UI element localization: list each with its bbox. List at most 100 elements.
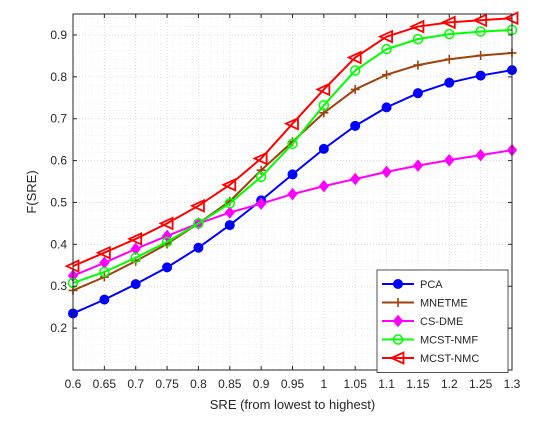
data-point: [412, 33, 424, 45]
data-point: [381, 43, 392, 55]
data-point: [392, 334, 404, 345]
data-point: [389, 351, 405, 365]
data-point: [444, 28, 455, 40]
data-point: [224, 206, 235, 219]
data-point: [412, 159, 424, 172]
data-point: [475, 26, 486, 37]
data-point: [130, 279, 141, 290]
legend-entry: MNETME: [382, 298, 468, 310]
data-point: [377, 29, 393, 44]
y-axis-title: F(SRE): [24, 170, 39, 213]
x-tick-label: 0.9: [253, 377, 270, 391]
legend: PCA MNETME CS-DME MCST-NMF MCST-NMC: [376, 269, 509, 373]
data-point: [99, 294, 110, 305]
data-point: [318, 143, 329, 154]
legend-label: MNETME: [420, 298, 468, 310]
y-tick-label: 0.5: [50, 195, 67, 209]
legend-entry: MCST-NMC: [382, 351, 479, 365]
legend-label: PCA: [420, 279, 443, 291]
data-point: [130, 242, 141, 256]
data-point: [158, 216, 174, 231]
series-line: [72, 28, 513, 284]
data-point: [393, 279, 403, 289]
data-point: [412, 88, 423, 99]
data-point: [252, 151, 268, 166]
x-tick-label: 0.95: [281, 377, 305, 391]
legend-entry: CS-DME: [382, 314, 463, 328]
x-axis-title: SRE (from lowest to highest): [210, 397, 375, 412]
data-point: [162, 262, 173, 273]
legend-label: CS-DME: [420, 316, 463, 328]
ticks-layer: 0.6 0.65 0.7 0.75 0.8 0.85 0.9 0.95 1 1.05 1.1 1.15…: [50, 14, 521, 391]
data-point: [392, 314, 404, 328]
data-point: [287, 138, 298, 150]
data-point: [444, 77, 455, 88]
data-point: [99, 256, 110, 270]
data-point: [476, 50, 486, 60]
data-point: [318, 179, 330, 193]
data-point: [409, 19, 425, 34]
y-tick-label: 0.2: [50, 321, 67, 335]
data-point: [161, 236, 173, 248]
series-mcst-nmf: [67, 24, 518, 289]
data-point: [440, 15, 456, 30]
data-point: [350, 84, 360, 94]
x-tick-label: 0.8: [190, 377, 207, 391]
x-tick-label: 1.05: [344, 377, 368, 391]
data-point: [350, 120, 361, 131]
x-tick-label: 0.75: [155, 377, 179, 391]
data-point: [99, 266, 110, 278]
grid: [72, 14, 513, 371]
data-point: [413, 60, 423, 70]
x-tick-label: 1.1: [378, 377, 395, 391]
x-tick-label: 0.85: [218, 377, 242, 391]
x-tick-label: 1.15: [406, 377, 430, 391]
data-point: [127, 232, 143, 246]
x-tick-label: 1.2: [441, 377, 458, 391]
data-point: [95, 245, 111, 260]
data-point: [444, 153, 455, 167]
data-point: [444, 54, 454, 64]
data-point: [382, 70, 392, 80]
x-tick-label: 0.6: [65, 377, 82, 391]
data-point: [287, 169, 298, 180]
data-point: [224, 198, 236, 209]
data-point: [475, 70, 486, 81]
x-tick-label: 1: [321, 377, 328, 391]
data-point: [193, 242, 204, 253]
series-line: [72, 17, 513, 268]
data-point: [221, 177, 237, 192]
y-tick-label: 0.7: [50, 112, 67, 126]
data-point: [381, 165, 392, 179]
y-tick-label: 0.3: [50, 279, 67, 293]
legend-entry: MCST-NMF: [382, 334, 478, 347]
data-point: [287, 187, 298, 201]
data-point: [346, 50, 362, 65]
data-point: [193, 218, 204, 229]
y-tick-label: 0.9: [50, 28, 67, 42]
data-point: [350, 172, 361, 186]
y-tick-label: 0.8: [50, 70, 67, 84]
x-tick-label: 1.3: [504, 377, 521, 391]
data-point: [315, 82, 331, 97]
y-tick-label: 0.6: [50, 154, 67, 168]
data-point: [475, 148, 486, 162]
data-point: [381, 102, 392, 113]
data-point: [130, 252, 141, 264]
legend-label: MCST-NMF: [420, 335, 478, 347]
x-tick-label: 0.65: [93, 377, 117, 391]
data-point: [318, 100, 330, 111]
x-tick-label: 0.7: [127, 377, 144, 391]
x-tick-label: 1.25: [469, 377, 493, 391]
y-tick-label: 0.4: [50, 237, 67, 251]
legend-entry: PCA: [382, 279, 443, 291]
data-point: [283, 116, 299, 131]
data-point: [224, 220, 235, 231]
data-point: [255, 197, 267, 211]
legend-label: MCST-NMC: [420, 353, 479, 365]
data-point: [189, 198, 205, 213]
data-point: [349, 65, 361, 76]
data-point: [393, 298, 403, 307]
